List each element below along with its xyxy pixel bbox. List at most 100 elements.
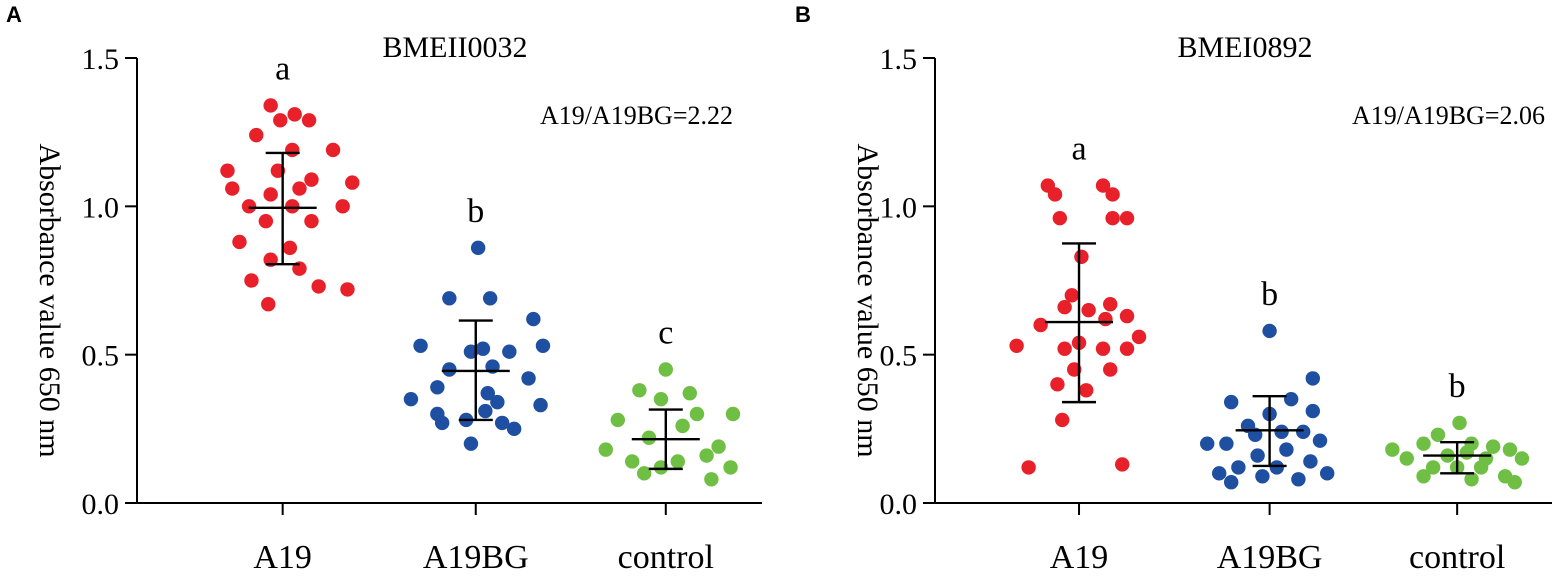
data-point [249,127,264,143]
data-point [430,380,445,395]
data-point [1052,211,1068,226]
data-point [1050,377,1065,392]
data-point [1320,466,1335,481]
data-point [1057,300,1072,315]
data-point [301,113,317,128]
data-point [1009,338,1024,353]
significance-letter: c [658,315,673,352]
data-point [1279,442,1294,457]
data-point [1284,391,1299,407]
x-tick-label: control [618,539,714,576]
y-tick-label: 1.0 [880,191,918,224]
data-point [1103,362,1118,377]
data-point [704,472,719,487]
data-point [641,430,657,445]
data-point [1291,472,1306,487]
panel-a: A BMEII0032 A19/A19BG=2.22 0.0 0.5 1.0 1.5 Abso… [6,2,762,576]
data-point [1430,427,1446,442]
data-point [434,415,450,431]
data-point [285,199,300,214]
data-point [1224,394,1239,410]
data-point [490,394,505,410]
data-point [285,142,300,158]
data-point [244,273,259,288]
significance-letter: a [1071,131,1086,168]
data-point [335,199,350,214]
data-point [1119,308,1135,324]
y-tick-label: 0.5 [82,340,120,373]
data-point [689,406,705,422]
data-point [263,98,278,113]
data-point [270,163,286,178]
data-point [1452,415,1467,431]
x-tick-label: A19BG [1217,539,1323,576]
data-point [1074,249,1089,264]
data-point [1514,451,1530,466]
data-point [502,344,517,359]
x-tick-label: control [1409,539,1505,576]
data-point [304,213,319,229]
data-point [442,291,457,306]
data-point [1095,178,1111,193]
ratio-annotation: A19/A19BG=2.06 [1352,101,1545,130]
data-point [1425,460,1441,475]
data-point [287,107,302,122]
data-point [1103,297,1118,312]
data-point [1385,442,1400,457]
data-point [711,439,726,454]
data-point [273,113,288,128]
data-point [478,403,493,419]
panel-label: A [6,2,22,27]
y-tick-label: 1.5 [82,43,120,76]
data-point [526,311,541,327]
data-point [533,397,548,413]
data-point [1416,469,1431,484]
data-point [413,338,428,353]
ratio-annotation: A19/A19BG=2.22 [540,101,733,130]
y-tick-label: 0.5 [880,340,918,373]
data-point [1081,302,1096,318]
data-point [598,442,613,457]
data-point [1262,323,1277,339]
data-point [225,181,240,196]
significance-letter: b [467,193,484,230]
data-point [725,406,741,422]
significance-letter: b [1261,276,1278,313]
data-point [1064,288,1080,303]
data-point [535,338,551,353]
data-point [282,240,298,256]
data-point [304,172,319,187]
data-point [475,341,491,356]
data-point [345,175,360,190]
y-tick-label: 0.0 [82,488,120,521]
data-point [1399,451,1414,466]
data-point [1200,436,1215,451]
data-point [311,279,326,294]
data-point [1312,433,1328,448]
data-point [1305,371,1321,386]
panel-b: B BMEI0892 A19/A19BG=2.06 0.0 0.5 1.0 1.5 Absor… [795,2,1552,576]
data-point [1485,439,1501,454]
data-point [258,213,274,229]
significance-letter: a [275,50,290,87]
data-point [1231,460,1246,475]
data-point [470,240,486,256]
data-point [325,142,341,158]
data-point [723,460,738,475]
data-point [1507,475,1522,490]
data-point [675,418,690,434]
y-axis-label: Absorbance value 650 nm [851,143,884,457]
data-point [1115,457,1130,472]
data-point [1305,403,1321,419]
y-tick-label: 0.0 [880,488,918,521]
data-point [670,454,685,469]
data-point [1459,445,1474,460]
data-point [632,383,647,398]
data-point [521,371,536,386]
x-tick-label: A19 [253,539,312,576]
data-point [1047,187,1063,202]
panel-label: B [795,2,811,27]
data-point [1098,311,1113,327]
data-point [232,234,247,250]
